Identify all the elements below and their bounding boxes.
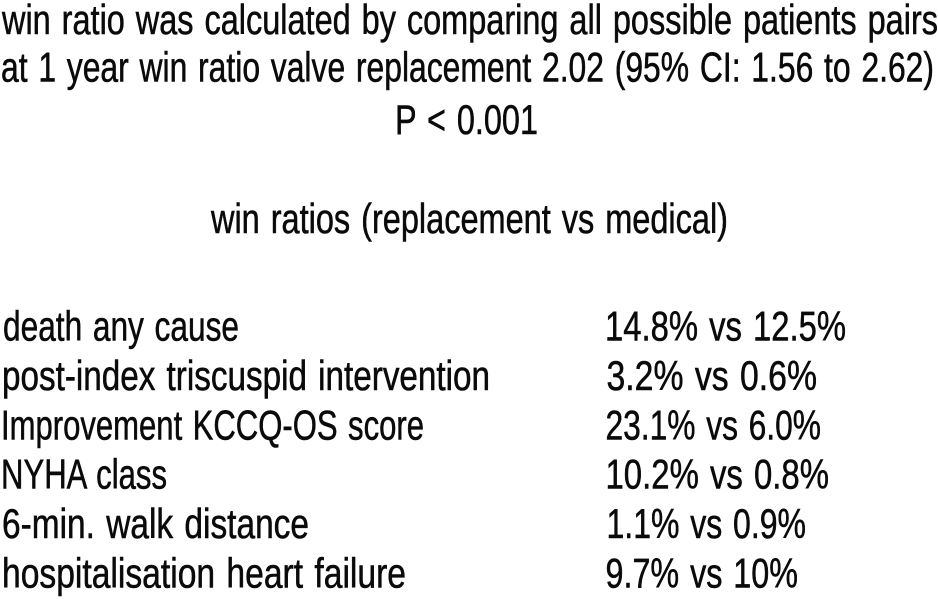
svg-text:at 1 year win ratio valve repl: at 1 year win ratio valve replacement 2.… <box>1 44 934 91</box>
svg-text:NYHA class: NYHA class <box>1 451 167 498</box>
svg-text:6-min. walk distance: 6-min. walk distance <box>2 500 309 547</box>
svg-text:hospitalisation heart failure: hospitalisation heart failure <box>2 550 406 597</box>
svg-text:win ratio was calculated by co: win ratio was calculated by comparing al… <box>1 0 938 43</box>
svg-text:14.8% vs 12.5%: 14.8% vs 12.5% <box>605 303 846 350</box>
svg-text:win ratios (replacement vs med: win ratios (replacement vs medical) <box>210 195 728 242</box>
svg-text:10.2% vs 0.8%: 10.2% vs 0.8% <box>606 451 830 498</box>
svg-text:death any cause: death any cause <box>3 303 239 350</box>
svg-text:23.1% vs 6.0%: 23.1% vs 6.0% <box>606 401 822 448</box>
svg-text:post-index triscuspid interven: post-index triscuspid intervention <box>2 352 490 399</box>
svg-text:1.1% vs 0.9%: 1.1% vs 0.9% <box>607 500 807 547</box>
svg-text:P < 0.001: P < 0.001 <box>395 96 538 143</box>
svg-text:Improvement KCCQ-OS score: Improvement KCCQ-OS score <box>1 401 424 448</box>
svg-text:9.7% vs 10%: 9.7% vs 10% <box>606 550 799 597</box>
svg-text:3.2% vs 0.6%: 3.2% vs 0.6% <box>607 352 818 399</box>
